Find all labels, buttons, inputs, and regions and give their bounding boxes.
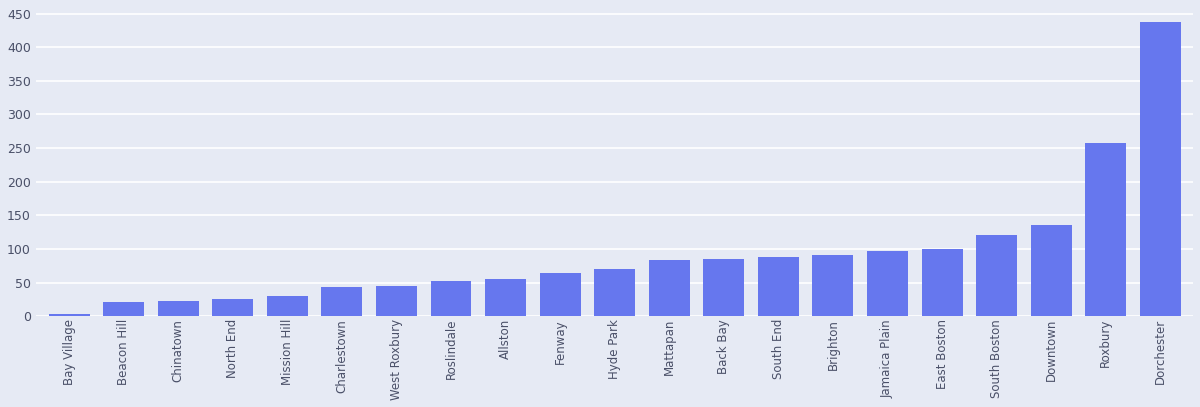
Bar [376,286,416,316]
Bar [868,251,908,316]
Bar [1140,22,1181,316]
Bar [49,314,90,316]
Bar [594,269,635,316]
Bar [976,235,1018,316]
Bar [103,302,144,316]
Bar [540,273,581,316]
Bar [485,278,526,316]
Bar [157,301,199,316]
Bar [431,280,472,316]
Bar [322,287,362,316]
Bar [922,249,962,316]
Bar [703,259,744,316]
Bar [649,260,690,316]
Bar [212,299,253,316]
Bar [1085,143,1127,316]
Bar [812,255,853,316]
Bar [1031,225,1072,316]
Bar [758,257,799,316]
Bar [266,296,308,316]
